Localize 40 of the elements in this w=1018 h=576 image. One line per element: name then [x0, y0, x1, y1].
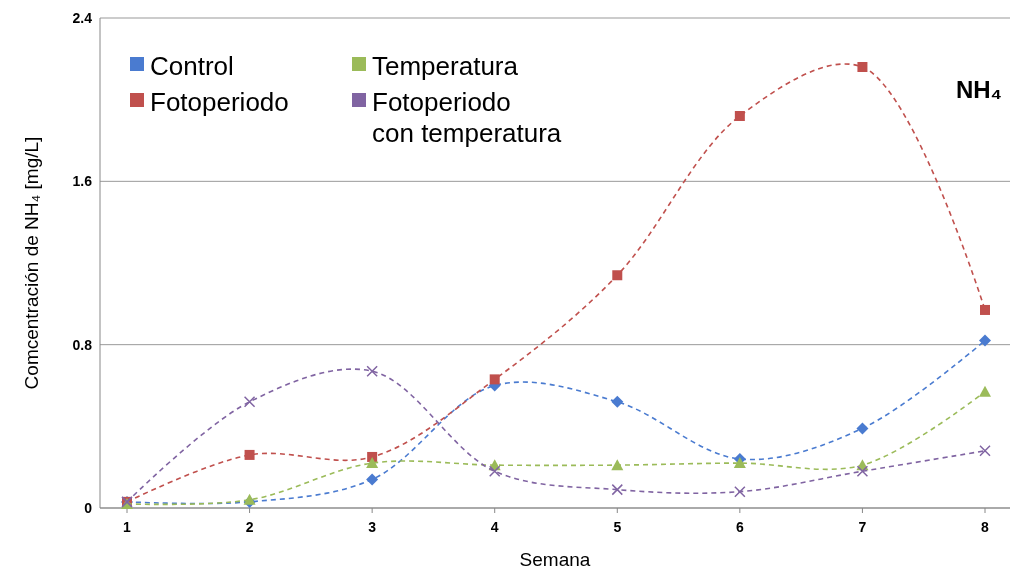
text: NH₄ [955, 76, 1002, 103]
point [733, 457, 746, 469]
point [244, 449, 255, 460]
point [979, 334, 991, 347]
x-tick-label: 6 [735, 519, 744, 535]
x-tick-label: 8 [981, 519, 990, 535]
legend-label: Control [150, 51, 234, 82]
point [857, 62, 868, 72]
point [366, 365, 378, 377]
point [856, 465, 869, 477]
y-tick-label: 0.8 [72, 336, 93, 353]
point [243, 396, 256, 408]
x-tick-label: 7 [858, 519, 867, 535]
x-tick-label: 4 [490, 519, 499, 535]
x-tick-label: 5 [613, 519, 622, 535]
point [488, 465, 501, 477]
legend-label: Fotoperiodo [150, 87, 289, 118]
x-axis-title: Semana [519, 549, 591, 570]
point [979, 445, 991, 457]
point [611, 395, 624, 408]
point [612, 270, 623, 281]
legend-label: Temperatura [372, 51, 519, 82]
point [979, 385, 991, 397]
point [980, 304, 990, 315]
point [611, 483, 624, 496]
x-tick-label: 2 [245, 519, 254, 535]
x-tick-label: 3 [368, 519, 377, 535]
point [366, 473, 379, 486]
y-tick-label: 1.6 [72, 173, 93, 190]
point [489, 374, 500, 385]
legend-label: Fotoperiodo con temperatura [372, 87, 562, 149]
y-axis-title: Comcentración de NH₄ [mg/L] [21, 136, 42, 390]
point [734, 111, 745, 121]
point [734, 485, 746, 498]
point [366, 457, 379, 469]
point [611, 459, 624, 471]
point [856, 422, 869, 435]
y-tick-label: 2.4 [72, 9, 93, 26]
y-tick-label: 0 [84, 499, 93, 516]
x-tick-label: 1 [123, 519, 132, 535]
